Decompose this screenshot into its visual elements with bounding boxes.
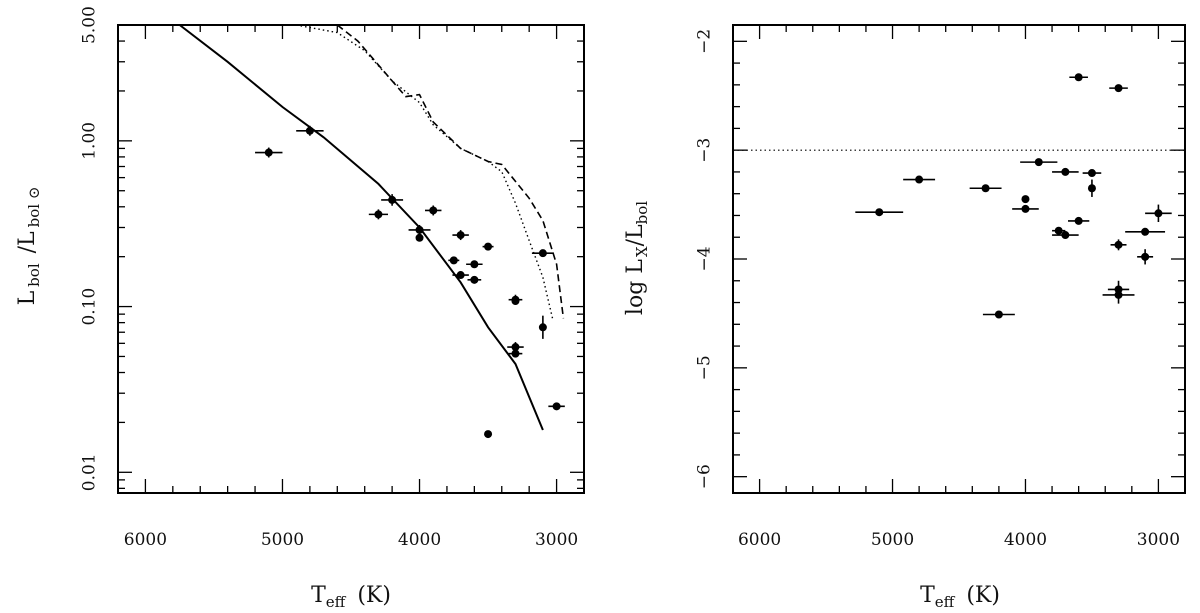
data-point	[429, 206, 438, 215]
data-points-right	[855, 73, 1172, 319]
xtick-label: 3000	[1137, 530, 1180, 550]
panel-luminosity: 6000 5000 4000 3000 0.01 0.10 1.00 5.00 Teff (K…	[15, 6, 585, 611]
plot-frame-left	[117, 24, 585, 494]
data-points-left	[255, 125, 565, 439]
data-point	[449, 256, 458, 265]
data-point	[538, 249, 547, 258]
data-point	[1061, 167, 1070, 176]
ytick-label: −2	[695, 29, 715, 54]
data-point	[981, 184, 990, 193]
data-point	[511, 343, 520, 352]
data-point	[1061, 231, 1070, 240]
data-point	[552, 402, 561, 411]
model-line-dashed	[336, 24, 565, 319]
ticks-left	[117, 24, 585, 493]
yaxis-label-right: log LX/Lbol	[623, 201, 651, 315]
data-point	[1114, 84, 1123, 93]
xtick-label: 5000	[871, 530, 914, 550]
data-point	[388, 195, 397, 204]
ytick-labels-left: 0.01 0.10 1.00 5.00	[80, 6, 100, 491]
xtick-label: 6000	[124, 530, 167, 550]
ytick-label: 0.10	[80, 288, 100, 326]
ticks-right	[732, 25, 1186, 493]
ytick-label: 5.00	[80, 6, 100, 44]
data-point	[1021, 204, 1030, 213]
xtick-label: 3000	[535, 530, 578, 550]
data-point	[1074, 73, 1083, 82]
data-point	[1054, 226, 1063, 235]
data-point	[1021, 195, 1030, 204]
ytick-label: −6	[695, 464, 715, 489]
xtick-labels-right: 6000 5000 4000 3000	[738, 530, 1180, 550]
data-point	[1074, 216, 1083, 225]
data-point	[484, 242, 493, 251]
model-curves-left	[179, 24, 565, 431]
xtick-label: 4000	[1004, 530, 1047, 550]
data-point	[1114, 290, 1123, 299]
data-point	[1087, 169, 1096, 178]
plot-frame-right	[732, 24, 1186, 494]
data-point	[1087, 184, 1096, 193]
data-point	[1034, 158, 1043, 167]
data-point	[456, 231, 465, 240]
yaxis-label-left: Lbol/Lbol ⊙	[15, 187, 43, 306]
data-point	[1141, 252, 1150, 261]
data-point	[538, 323, 547, 332]
data-point	[415, 233, 424, 242]
ytick-label: 0.01	[80, 453, 100, 491]
data-point	[415, 225, 424, 234]
xtick-label: 5000	[261, 530, 304, 550]
model-line-solid	[179, 24, 544, 431]
ytick-label: −4	[695, 246, 715, 271]
data-point	[374, 210, 383, 219]
data-point	[305, 126, 314, 135]
xaxis-label-right: Teff (K)	[920, 583, 1000, 611]
model-line-dotted	[296, 24, 554, 319]
xaxis-label-left: Teff (K)	[311, 583, 391, 611]
data-point	[875, 208, 884, 217]
ytick-label: −5	[695, 355, 715, 380]
data-point	[264, 148, 273, 157]
data-point	[915, 175, 924, 184]
ytick-label: −3	[695, 138, 715, 163]
data-point	[1114, 240, 1123, 249]
ytick-label: 1.00	[80, 122, 100, 160]
ytick-labels-right: −6 −5 −4 −3 −2	[695, 29, 715, 489]
data-point	[511, 297, 520, 306]
xtick-labels-left: 6000 5000 4000 3000	[124, 530, 578, 550]
data-point	[1154, 209, 1163, 218]
data-point	[994, 310, 1003, 319]
data-point	[470, 275, 479, 284]
data-point	[1141, 227, 1150, 236]
data-point	[456, 271, 465, 280]
xtick-label: 6000	[738, 530, 781, 550]
data-point	[470, 260, 479, 269]
data-point	[484, 430, 493, 439]
xtick-label: 4000	[398, 530, 441, 550]
panel-xray-ratio: 6000 5000 4000 3000 −6 −5 −4 −3 −2 Teff (K) log …	[623, 24, 1186, 611]
data-point	[511, 349, 520, 358]
